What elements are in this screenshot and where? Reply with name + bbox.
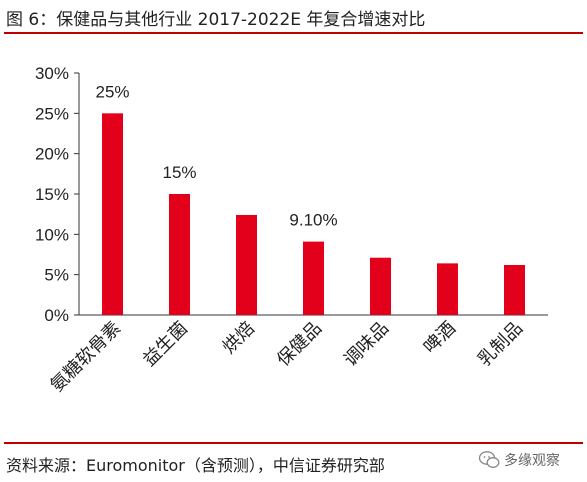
bar <box>236 214 257 315</box>
bar <box>437 263 458 315</box>
bar <box>102 113 123 315</box>
watermark: 多缘观察 <box>478 450 560 470</box>
bar <box>504 264 525 315</box>
y-tick-label: 30% <box>35 64 69 83</box>
bar <box>169 194 190 315</box>
x-tick-label: 益生菌 <box>139 318 192 371</box>
data-label: 9.10% <box>289 211 337 230</box>
y-tick-label: 20% <box>35 145 69 164</box>
y-tick-label: 15% <box>35 185 69 204</box>
x-tick-label: 烘焙 <box>219 318 259 358</box>
y-tick-label: 5% <box>44 266 69 285</box>
data-label: 15% <box>162 163 196 182</box>
y-tick-label: 25% <box>35 104 69 123</box>
source-divider <box>4 442 583 444</box>
watermark-text: 多缘观察 <box>504 453 560 469</box>
source-note: 资料来源：Euromonitor（含预测），中信证券研究部 <box>6 456 385 475</box>
data-label: 25% <box>95 82 129 101</box>
bar <box>303 241 324 315</box>
x-tick-label: 保健品 <box>273 318 326 371</box>
x-tick-label: 乳制品 <box>474 318 527 371</box>
title-divider <box>4 32 583 34</box>
x-tick-label: 啤酒 <box>420 318 460 358</box>
x-tick-label: 氨糖软骨素 <box>47 318 125 396</box>
wechat-icon <box>478 451 500 468</box>
x-tick-label: 调味品 <box>340 318 393 371</box>
chart-title: 图 6：保健品与其他行业 2017-2022E 年复合增速对比 <box>6 10 426 30</box>
y-tick-label: 10% <box>35 225 69 244</box>
y-tick-label: 0% <box>44 306 69 325</box>
bar-chart: 0% 5% 10% 15% 20% 25% 30% 25% 氨糖软骨素 15% 益生菌 烘焙 9.10%… <box>35 64 548 396</box>
bar <box>370 257 391 315</box>
